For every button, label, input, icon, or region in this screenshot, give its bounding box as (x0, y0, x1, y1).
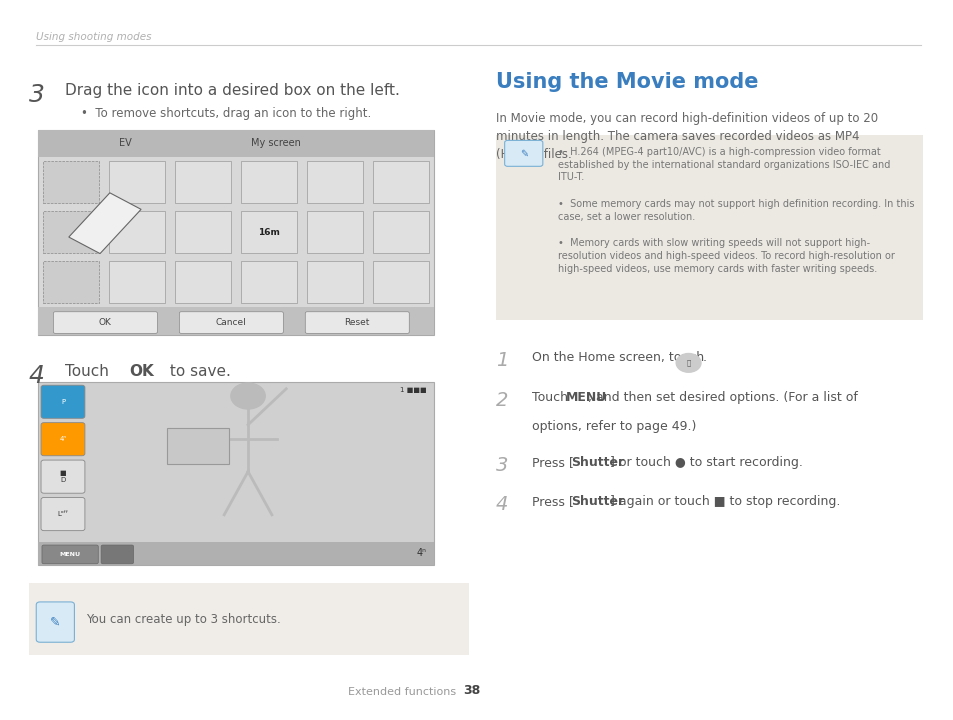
Text: P: P (61, 399, 65, 405)
Text: MENU: MENU (59, 552, 80, 557)
Text: In Movie mode, you can record high-definition videos of up to 20
minutes in leng: In Movie mode, you can record high-defin… (496, 112, 878, 161)
Bar (110, 261, 165, 303)
Text: ] or touch ● to start recording.: ] or touch ● to start recording. (609, 456, 801, 469)
Text: Using the Movie mode: Using the Movie mode (496, 72, 758, 92)
Text: 1: 1 (496, 351, 508, 370)
FancyBboxPatch shape (41, 498, 85, 531)
Polygon shape (69, 193, 141, 253)
FancyBboxPatch shape (305, 312, 409, 333)
Text: Press [: Press [ (532, 495, 574, 508)
Text: On the Home screen, touch: On the Home screen, touch (532, 351, 708, 364)
FancyBboxPatch shape (504, 140, 542, 166)
Text: 2: 2 (496, 391, 508, 410)
Text: You can create up to 3 shortcuts.: You can create up to 3 shortcuts. (86, 613, 280, 626)
Text: 3: 3 (496, 456, 508, 474)
Text: options, refer to page 49.): options, refer to page 49.) (532, 420, 696, 433)
Bar (38, 542, 434, 565)
Text: , and then set desired options. (For a list of: , and then set desired options. (For a l… (587, 391, 857, 404)
Text: 4: 4 (496, 495, 508, 514)
Bar (38, 382, 434, 565)
Bar (38, 130, 434, 335)
Bar (38, 130, 434, 157)
Text: OK: OK (99, 318, 112, 327)
Bar (44, 211, 99, 253)
FancyBboxPatch shape (41, 460, 85, 493)
Text: Touch: Touch (532, 391, 572, 404)
FancyBboxPatch shape (53, 312, 157, 333)
Text: .: . (702, 351, 706, 364)
Text: 16m: 16m (258, 228, 280, 237)
Bar (373, 211, 428, 253)
Text: Reset: Reset (344, 318, 370, 327)
Text: Shutter: Shutter (571, 456, 623, 469)
FancyBboxPatch shape (179, 312, 283, 333)
Text: My screen: My screen (251, 138, 300, 148)
Text: 3: 3 (29, 83, 45, 107)
Text: OK: OK (129, 364, 153, 379)
Bar (307, 161, 362, 203)
Text: 4ⁿ: 4ⁿ (416, 548, 426, 558)
Text: 38: 38 (462, 684, 479, 697)
Text: 4ⁿ: 4ⁿ (59, 436, 67, 442)
Bar (373, 261, 428, 303)
Text: ■
D: ■ D (60, 470, 66, 483)
Text: •  Some memory cards may not support high definition recording. In this
case, se: • Some memory cards may not support high… (558, 199, 914, 222)
FancyBboxPatch shape (41, 385, 85, 418)
Bar (175, 161, 231, 203)
FancyBboxPatch shape (36, 602, 74, 642)
Circle shape (231, 383, 265, 409)
Text: Extended functions: Extended functions (348, 687, 456, 697)
Text: to save.: to save. (165, 364, 231, 379)
Text: 📷: 📷 (686, 359, 690, 366)
FancyBboxPatch shape (42, 545, 98, 564)
Bar (175, 211, 231, 253)
Text: Press [: Press [ (532, 456, 574, 469)
Circle shape (676, 354, 700, 372)
Bar (496, 135, 923, 320)
Text: •  H.264 (MPEG-4 part10/AVC) is a high-compression video format
established by t: • H.264 (MPEG-4 part10/AVC) is a high-co… (558, 147, 889, 182)
Text: EV: EV (119, 138, 132, 148)
Bar (241, 161, 296, 203)
Text: MENU: MENU (565, 391, 606, 404)
Bar (29, 583, 469, 655)
Bar (373, 161, 428, 203)
Text: Touch: Touch (65, 364, 113, 379)
Text: ✎: ✎ (50, 616, 61, 629)
Bar (44, 161, 99, 203)
Bar (110, 161, 165, 203)
Bar (307, 211, 362, 253)
Bar (44, 261, 99, 303)
Bar (241, 261, 296, 303)
Text: Shutter: Shutter (571, 495, 623, 508)
Text: 1 ■■■: 1 ■■■ (399, 387, 426, 393)
Text: 4: 4 (29, 364, 45, 387)
Bar (175, 261, 231, 303)
FancyBboxPatch shape (101, 545, 133, 564)
Text: ✎: ✎ (519, 148, 527, 158)
Text: •  To remove shortcuts, drag an icon to the right.: • To remove shortcuts, drag an icon to t… (81, 107, 371, 120)
Text: Cancel: Cancel (215, 318, 247, 327)
Text: Using shooting modes: Using shooting modes (36, 32, 152, 42)
Bar (110, 211, 165, 253)
Bar (38, 307, 434, 335)
Bar (241, 211, 296, 253)
FancyBboxPatch shape (41, 423, 85, 456)
Text: Lᵒᶠᶠ: Lᵒᶠᶠ (57, 511, 69, 517)
Text: ] again or touch ■ to stop recording.: ] again or touch ■ to stop recording. (609, 495, 840, 508)
Bar (307, 261, 362, 303)
Bar (167, 428, 229, 464)
Text: Drag the icon into a desired box on the left.: Drag the icon into a desired box on the … (65, 83, 399, 98)
Text: •  Memory cards with slow writing speeds will not support high-
resolution video: • Memory cards with slow writing speeds … (558, 238, 894, 274)
